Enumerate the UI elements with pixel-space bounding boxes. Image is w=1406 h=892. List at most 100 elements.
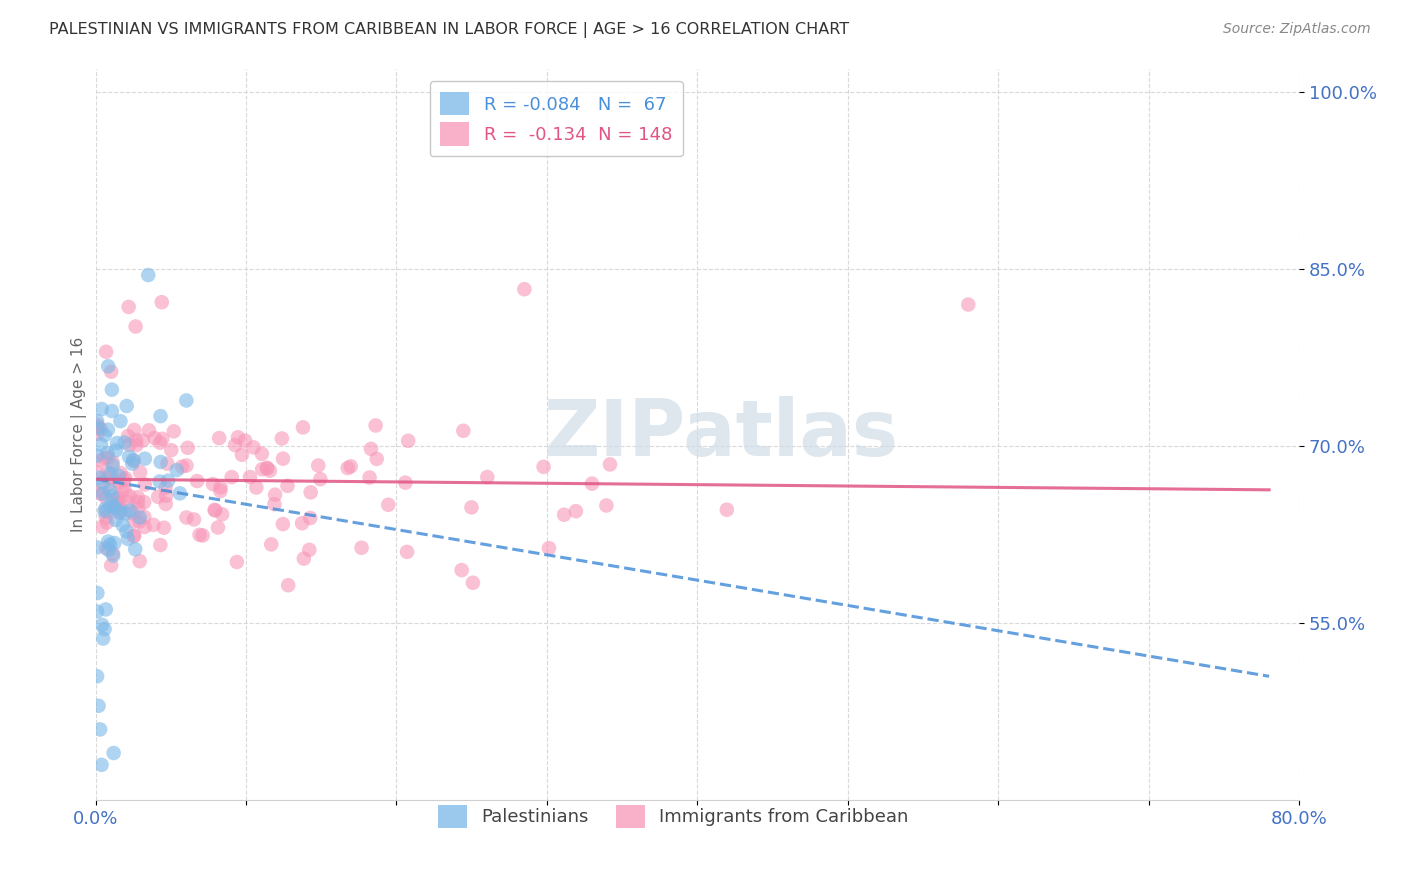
Point — [155, 497, 177, 511]
Point — [96, 466, 118, 480]
Point — [134, 510, 156, 524]
Point — [595, 499, 617, 513]
Point — [115, 524, 138, 539]
Point — [160, 443, 183, 458]
Point — [105, 436, 128, 450]
Point — [125, 438, 148, 452]
Point — [146, 490, 169, 504]
Point — [93, 504, 115, 518]
Point — [118, 300, 141, 314]
Point — [122, 529, 145, 543]
Point — [100, 365, 122, 379]
Point — [90, 422, 112, 436]
Point — [142, 517, 165, 532]
Point — [90, 757, 112, 772]
Point — [117, 495, 139, 509]
Point — [121, 506, 143, 520]
Point — [100, 467, 122, 481]
Point — [209, 480, 232, 494]
Point — [86, 449, 108, 463]
Point — [89, 723, 111, 737]
Point — [170, 459, 193, 474]
Point — [118, 438, 141, 452]
Point — [122, 423, 145, 437]
Point — [108, 496, 131, 510]
Point — [94, 428, 117, 442]
Point — [226, 430, 249, 444]
Point — [114, 507, 136, 521]
Point — [242, 441, 264, 455]
Point — [299, 485, 322, 500]
Point — [90, 402, 112, 417]
Point — [114, 435, 136, 450]
Point — [250, 447, 273, 461]
Point — [103, 499, 125, 513]
Point — [153, 521, 176, 535]
Point — [124, 319, 146, 334]
Point — [239, 470, 262, 484]
Text: PALESTINIAN VS IMMIGRANTS FROM CARIBBEAN IN LABOR FORCE | AGE > 16 CORRELATION C: PALESTINIAN VS IMMIGRANTS FROM CARIBBEAN… — [49, 22, 849, 38]
Point — [104, 443, 127, 458]
Point — [97, 471, 120, 485]
Point — [93, 622, 115, 636]
Point — [111, 482, 134, 496]
Point — [91, 475, 114, 490]
Point — [128, 515, 150, 529]
Point — [105, 497, 128, 511]
Point — [163, 425, 186, 439]
Point — [149, 475, 172, 489]
Point — [149, 409, 172, 424]
Point — [91, 520, 114, 534]
Point — [86, 414, 108, 428]
Point — [394, 475, 416, 490]
Point — [86, 586, 108, 600]
Point — [89, 471, 111, 485]
Text: ZIPatlas: ZIPatlas — [544, 396, 898, 473]
Point — [110, 502, 132, 516]
Point — [94, 510, 117, 524]
Point — [350, 541, 373, 555]
Point — [259, 464, 281, 478]
Point — [176, 458, 198, 473]
Point — [97, 534, 120, 549]
Point — [291, 420, 314, 434]
Point — [271, 517, 294, 532]
Point — [101, 458, 124, 473]
Point — [176, 510, 198, 524]
Point — [125, 433, 148, 447]
Point — [155, 480, 177, 494]
Point — [132, 434, 155, 448]
Point — [395, 545, 418, 559]
Point — [91, 617, 114, 632]
Point — [98, 537, 121, 551]
Point — [118, 503, 141, 517]
Point — [231, 448, 253, 462]
Point — [118, 450, 141, 464]
Point — [149, 455, 172, 469]
Point — [477, 470, 499, 484]
Point — [122, 528, 145, 542]
Point — [188, 528, 211, 542]
Point — [111, 518, 134, 533]
Point — [107, 491, 129, 505]
Point — [533, 459, 555, 474]
Point — [97, 450, 120, 465]
Point — [336, 461, 359, 475]
Point — [121, 457, 143, 471]
Point — [957, 297, 980, 311]
Point — [86, 417, 108, 432]
Point — [364, 418, 387, 433]
Point — [89, 453, 111, 467]
Point — [169, 486, 191, 500]
Point — [87, 420, 110, 434]
Point — [191, 528, 214, 542]
Point — [155, 489, 177, 503]
Point — [104, 492, 127, 507]
Point — [103, 746, 125, 760]
Point — [96, 446, 118, 460]
Point — [225, 555, 247, 569]
Point — [309, 472, 332, 486]
Point — [86, 465, 108, 479]
Point — [360, 442, 382, 456]
Point — [97, 359, 120, 374]
